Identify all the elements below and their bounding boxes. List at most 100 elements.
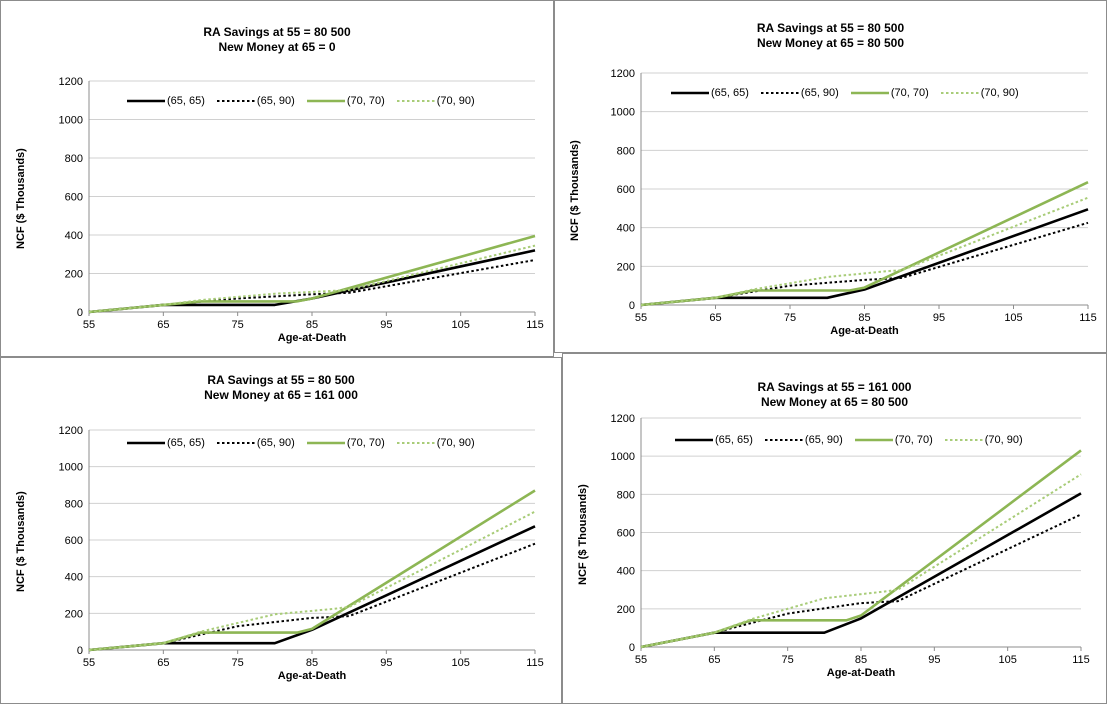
chart-legend: (65, 65) (65, 90) (70, 70) (70, 90) xyxy=(671,87,1031,99)
legend-item: (70, 90) xyxy=(396,95,475,107)
y-tick-label: 600 xyxy=(617,184,635,196)
legend-item: (65, 65) xyxy=(671,87,749,99)
x-tick-label: 85 xyxy=(858,312,870,324)
chart-title-line: New Money at 65 = 0 xyxy=(218,40,336,54)
chart-title-line: RA Savings at 55 = 80 500 xyxy=(207,373,355,387)
x-tick-label: 105 xyxy=(451,657,469,669)
chart-panel-1: RA Savings at 55 = 80 500 New Money at 65… xyxy=(0,0,554,357)
legend-label: (65, 90) xyxy=(800,87,839,99)
legend-item: (65, 90) xyxy=(216,95,295,107)
legend-swatch xyxy=(306,99,345,103)
x-tick-label: 105 xyxy=(1004,312,1022,324)
legend-item: (65, 90) xyxy=(764,434,843,446)
legend-label: (70, 70) xyxy=(346,95,385,107)
chart-title-line: RA Savings at 55 = 161 000 xyxy=(757,380,912,394)
chart-title: RA Savings at 55 = 80 500 New Money at 65… xyxy=(555,21,1106,51)
legend-label: (70, 70) xyxy=(346,437,385,449)
y-tick-label: 600 xyxy=(65,535,83,547)
x-tick-label: 55 xyxy=(635,654,647,666)
x-tick-label: 85 xyxy=(306,319,318,331)
series-line-1 xyxy=(88,249,536,314)
x-tick-label: 75 xyxy=(782,654,794,666)
x-tick-label: 55 xyxy=(635,312,647,324)
x-tick-label: 115 xyxy=(1079,312,1097,324)
chart-title: RA Savings at 55 = 161 000 New Money at 6… xyxy=(563,380,1106,410)
legend-item: (70, 70) xyxy=(306,437,385,449)
legend-label: (70, 90) xyxy=(436,95,475,107)
x-tick-label: 65 xyxy=(709,312,721,324)
legend-swatch xyxy=(127,441,165,445)
y-tick-label: 1200 xyxy=(611,68,635,80)
legend-label: (65, 90) xyxy=(256,95,295,107)
legend-label: (70, 70) xyxy=(894,434,933,446)
legend-swatch xyxy=(760,92,799,94)
y-tick-label: 1000 xyxy=(611,107,635,119)
legend-item: (70, 90) xyxy=(940,87,1019,99)
series-line-4 xyxy=(88,244,536,313)
legend-label: (70, 90) xyxy=(984,434,1023,446)
x-tick-label: 85 xyxy=(855,654,867,666)
legend-swatch xyxy=(396,100,435,102)
x-axis-label: Age-at-Death xyxy=(277,332,347,344)
x-tick-label: 65 xyxy=(157,657,169,669)
x-tick-label: 95 xyxy=(928,654,940,666)
y-tick-label: 1200 xyxy=(59,76,83,88)
chart-plot: 0 200 400 600 800 1000 1200 55 65 75 85 95 105 115 xyxy=(59,425,544,669)
y-tick-label: 200 xyxy=(617,604,635,616)
legend-item: (70, 70) xyxy=(854,434,933,446)
y-tick-label: 800 xyxy=(617,489,635,501)
chart-title-line: RA Savings at 55 = 80 500 xyxy=(756,21,905,35)
y-tick-label: 400 xyxy=(617,566,635,578)
x-tick-label: 115 xyxy=(526,657,544,669)
chart-title-line: RA Savings at 55 = 80 500 xyxy=(203,25,351,39)
y-tick-label: 1200 xyxy=(59,425,83,437)
y-tick-label: 1000 xyxy=(59,462,83,474)
x-tick-label: 55 xyxy=(83,319,95,331)
y-tick-label: 1000 xyxy=(611,451,635,463)
y-tick-label: 0 xyxy=(77,645,83,657)
chart-panel-3: RA Savings at 55 = 80 500 New Money at 65… xyxy=(0,357,562,704)
legend-swatch xyxy=(850,91,889,95)
y-tick-label: 200 xyxy=(65,269,83,281)
y-tick-label: 600 xyxy=(617,528,635,540)
legend-label: (70, 70) xyxy=(890,87,929,99)
x-tick-label: 55 xyxy=(83,657,95,669)
x-axis-label: Age-at-Death xyxy=(826,667,896,679)
y-axis-label: NCF ($ Thousands) xyxy=(15,491,27,592)
chart-legend: (65, 65) (65, 90) (70, 70) (70, 90) xyxy=(127,437,487,449)
series-line-2 xyxy=(88,259,536,313)
y-tick-label: 0 xyxy=(629,642,635,654)
legend-label: (65, 90) xyxy=(804,434,843,446)
x-tick-label: 115 xyxy=(1072,654,1090,666)
legend-swatch xyxy=(940,92,979,94)
chart-plot: 0 200 400 600 800 1000 1200 55 65 75 85 95 105 115 xyxy=(59,76,544,331)
x-axis-label: Age-at-Death xyxy=(277,670,347,682)
legend-item: (65, 65) xyxy=(127,95,205,107)
legend-swatch xyxy=(127,99,165,103)
legend-swatch xyxy=(854,438,893,442)
chart-panel-2: RA Savings at 55 = 80 500 New Money at 65… xyxy=(554,0,1107,353)
x-tick-label: 85 xyxy=(306,657,318,669)
y-tick-label: 800 xyxy=(617,145,635,157)
y-tick-label: 400 xyxy=(617,223,635,235)
legend-label: (65, 65) xyxy=(167,437,205,449)
y-tick-label: 1000 xyxy=(59,115,83,127)
y-tick-label: 0 xyxy=(77,307,83,319)
legend-label: (65, 65) xyxy=(715,434,753,446)
y-tick-label: 400 xyxy=(65,572,83,584)
legend-item: (70, 90) xyxy=(944,434,1023,446)
chart-title: RA Savings at 55 = 80 500 New Money at 65… xyxy=(1,25,553,55)
legend-swatch xyxy=(216,100,255,102)
legend-label: (70, 90) xyxy=(980,87,1019,99)
legend-swatch xyxy=(944,439,983,441)
chart-plot: 0 200 400 600 800 1000 1200 55 65 75 85 95 105 115 xyxy=(611,68,1097,324)
legend-label: (65, 90) xyxy=(256,437,295,449)
legend-swatch xyxy=(675,438,713,442)
x-tick-label: 95 xyxy=(380,657,392,669)
legend-item: (65, 90) xyxy=(760,87,839,99)
series-line-4 xyxy=(640,473,1082,648)
chart-plot: 0 200 400 600 800 1000 1200 55 65 75 85 95 105 115 xyxy=(611,413,1090,666)
legend-swatch xyxy=(764,439,803,441)
chart-legend: (65, 65) (65, 90) (70, 70) (70, 90) xyxy=(127,95,487,107)
series-line-2 xyxy=(88,542,536,651)
